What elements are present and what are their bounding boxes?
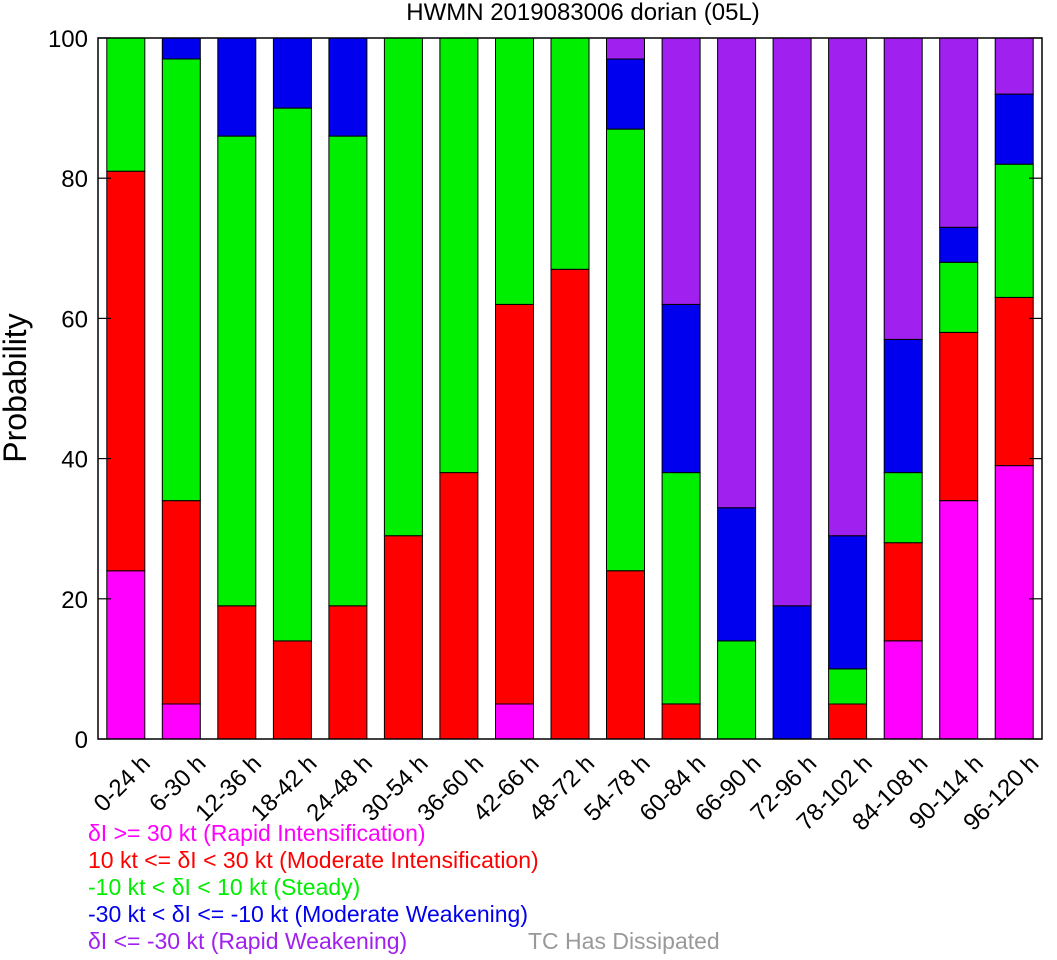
bar-segment-6-30h-s2: [161, 58, 201, 502]
bar-segment-6-30h-s0: [161, 703, 201, 740]
bar-segment-18-42h-s2: [272, 107, 312, 642]
bar-segment-48-72h-s2: [550, 37, 590, 270]
bar-segment-78-102h-s1: [828, 703, 868, 740]
y-tick-label-100: 100: [48, 26, 88, 53]
bar-segment-12-36h-s1: [217, 605, 257, 740]
bar-segment-54-78h-s4: [606, 37, 645, 60]
bar-segment-60-84h-s4: [661, 37, 701, 305]
legend-moderate-intensification: 10 kt <= δI < 30 kt (Moderate Intensific…: [88, 847, 539, 873]
bar-segment-84-108h-s0: [883, 640, 923, 740]
chart-title: HWMN 2019083006 dorian (05L): [406, 0, 760, 26]
y-tick-label-20: 20: [61, 587, 88, 614]
bar-segment-72-96h-s4: [772, 37, 812, 607]
bar-segment-54-78h-s2: [606, 128, 645, 572]
legend-rapid-intensification: δI >= 30 kt (Rapid Intensification): [88, 820, 426, 846]
bar-segment-48-72h-s1: [550, 268, 590, 740]
bar-segment-6-30h-s3: [161, 37, 201, 60]
bar-segment-78-102h-s2: [828, 668, 868, 705]
bar-segment-30-54h-s2: [383, 37, 423, 537]
bar-segment-90-114h-s3: [939, 226, 979, 263]
y-tick-labels: 0 20 40 60 80 100: [48, 26, 88, 754]
bar-segment-60-84h-s1: [661, 703, 701, 740]
bar-segment-54-78h-s3: [606, 58, 645, 130]
bar-segment-90-114h-s0: [939, 500, 979, 740]
bar-segment-24-48h-s1: [328, 605, 368, 740]
bar-segment-84-108h-s2: [883, 472, 923, 544]
bar-segment-96-120h-s3: [994, 93, 1034, 165]
bar-segment-84-108h-s1: [883, 542, 923, 642]
plot-frame: [97, 37, 1043, 740]
bar-segment-36-60h-s1: [439, 472, 479, 740]
bar-segment-72-96h-s3: [772, 605, 812, 740]
legend-moderate-weakening: -30 kt < δI <= -10 kt (Moderate Weakenin…: [88, 901, 529, 927]
bar-segment-60-84h-s2: [661, 472, 701, 705]
bar-segment-90-114h-s2: [939, 261, 979, 333]
bar-segment-0-24h-s0: [106, 570, 146, 740]
bar-segment-96-120h-s2: [994, 163, 1034, 298]
axes-group: [97, 37, 1043, 740]
bar-segment-24-48h-s3: [328, 37, 368, 137]
bar-segment-96-120h-s4: [994, 37, 1034, 95]
bar-segment-42-66h-s2: [495, 37, 534, 305]
bar-segment-66-90h-s2: [717, 640, 757, 740]
bar-segment-78-102h-s4: [828, 37, 868, 537]
legend-rapid-weakening: δI <= -30 kt (Rapid Weakening): [88, 928, 408, 954]
bar-segment-90-114h-s1: [939, 331, 979, 502]
bar-segment-30-54h-s1: [383, 535, 423, 740]
x-tick-label-0-24h: 0-24 h: [89, 750, 156, 817]
bar-segment-42-66h-s0: [495, 703, 534, 740]
bar-segment-96-120h-s0: [994, 465, 1034, 740]
bar-segment-0-24h-s2: [106, 37, 146, 172]
bar-segment-12-36h-s3: [217, 37, 257, 137]
bar-segment-12-36h-s2: [217, 135, 257, 607]
bar-segment-36-60h-s2: [439, 37, 479, 474]
legend-steady: -10 kt < δI < 10 kt (Steady): [88, 874, 361, 900]
bar-segment-18-42h-s3: [272, 37, 312, 109]
bar-segment-66-90h-s3: [717, 507, 757, 642]
bar-segment-60-84h-s3: [661, 303, 701, 474]
y-tick-label-80: 80: [61, 166, 88, 193]
bar-segment-66-90h-s4: [717, 37, 757, 509]
y-tick-label-40: 40: [61, 447, 88, 474]
bar-segment-54-78h-s1: [606, 570, 645, 740]
bar-segment-78-102h-s3: [828, 535, 868, 670]
bar-segment-0-24h-s1: [106, 170, 146, 572]
bar-segment-18-42h-s1: [272, 640, 312, 740]
y-tick-label-60: 60: [61, 306, 88, 333]
bar-segment-84-108h-s3: [883, 338, 923, 474]
bar-segment-24-48h-s2: [328, 135, 368, 607]
bar-segment-42-66h-s1: [495, 303, 534, 705]
bar-segment-6-30h-s1: [161, 500, 201, 705]
y-axis-label: Probability: [0, 313, 33, 462]
bars-group: [106, 37, 1034, 740]
bar-segment-96-120h-s1: [994, 296, 1034, 467]
bar-segment-84-108h-s4: [883, 37, 923, 340]
legend-tc-dissipated: TC Has Dissipated: [528, 928, 720, 954]
y-tick-label-0: 0: [75, 727, 88, 754]
bar-segment-90-114h-s4: [939, 37, 979, 228]
